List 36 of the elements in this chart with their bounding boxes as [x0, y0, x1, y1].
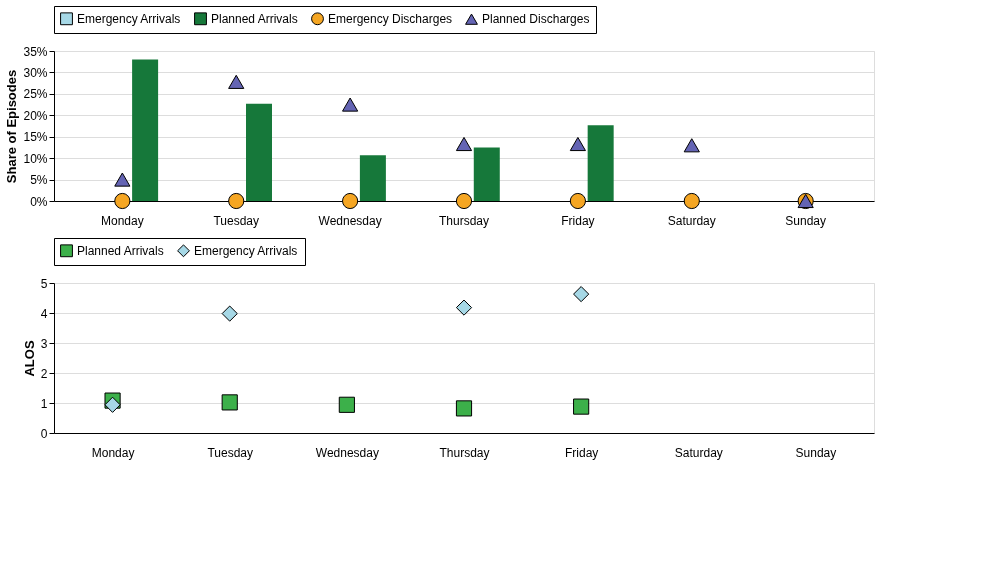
x-tick-label: Monday [91, 445, 135, 460]
y-axis-title: ALOS [21, 340, 37, 377]
x-tick-label: Thursday [439, 445, 490, 460]
y-tick-label: 20% [23, 108, 48, 123]
x-tick-label: Friday [561, 213, 595, 228]
y-tick-label: 30% [23, 65, 48, 80]
y-tick-label: 5 [40, 276, 48, 291]
x-tick-label: Saturday [667, 213, 716, 228]
x-tick-label: Thursday [438, 213, 490, 228]
legend-label: Emergency Discharges [328, 11, 453, 26]
y-tick-label: 5% [30, 173, 48, 188]
y-tick-label: 4 [40, 306, 48, 321]
legend-label: Planned Arrivals [211, 11, 298, 26]
legend-label: Planned Discharges [482, 12, 590, 27]
y-tick-label: 35% [23, 44, 48, 59]
y-tick-label: 0% [30, 194, 48, 209]
y-tick-label: 3 [40, 336, 48, 351]
x-tick-label: Wednesday [315, 445, 379, 460]
y-axis-title: Share of Episodes [4, 69, 20, 184]
y-tick-label: 2 [40, 366, 48, 381]
x-tick-label: Tuesday [213, 213, 260, 228]
x-tick-label: Sunday [785, 213, 827, 228]
y-tick-label: 0 [40, 426, 48, 441]
x-tick-label: Tuesday [207, 445, 254, 460]
x-tick-label: Saturday [674, 445, 723, 460]
y-tick-label: 1 [40, 396, 48, 411]
x-tick-label: Monday [100, 213, 144, 228]
x-tick-label: Sunday [795, 445, 837, 460]
x-tick-label: Wednesday [318, 213, 382, 228]
legend-label: Emergency Arrivals [77, 11, 181, 26]
legend-label: Emergency Arrivals [194, 243, 298, 258]
y-tick-label: 15% [23, 130, 48, 145]
legend-label: Planned Arrivals [77, 243, 164, 258]
x-tick-label: Friday [564, 445, 599, 460]
y-tick-label: 10% [23, 151, 48, 166]
y-tick-label: 25% [23, 87, 48, 102]
